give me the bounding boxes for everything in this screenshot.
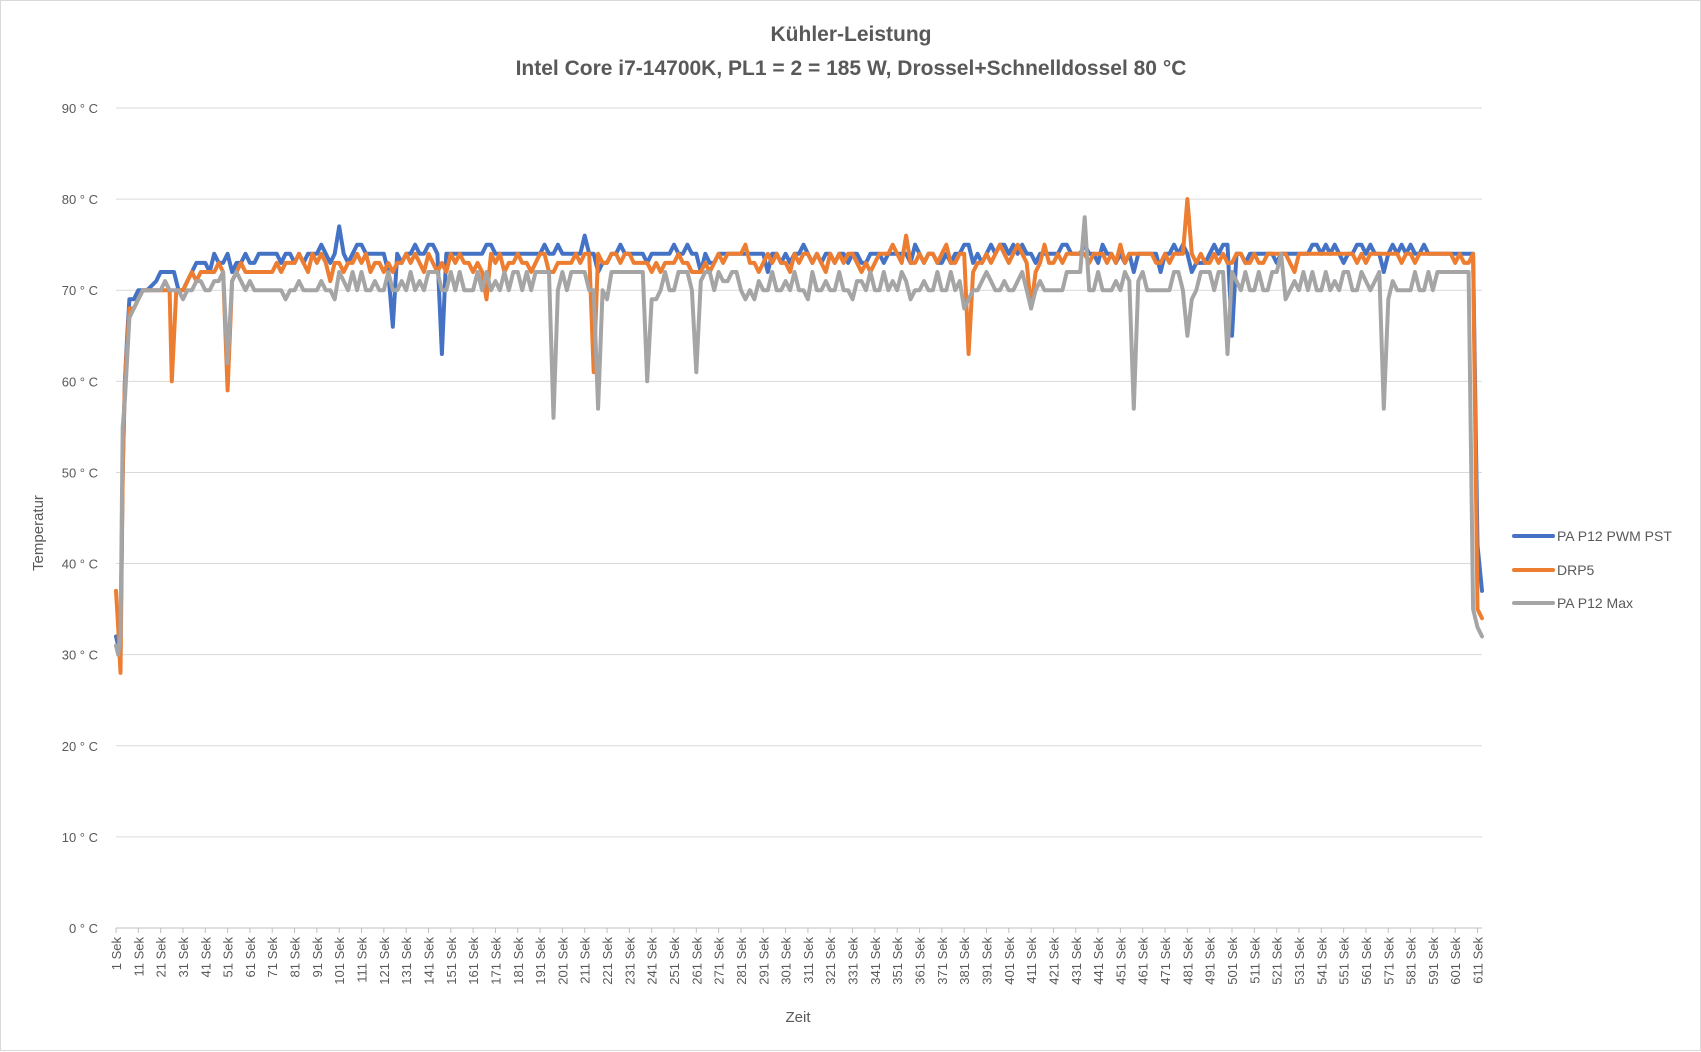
x-tick-label: 351 Sek <box>890 937 905 985</box>
x-tick-label: 21 Sek <box>154 937 169 978</box>
x-tick-label: 421 Sek <box>1046 937 1061 985</box>
x-tick-label: 1 Sek <box>109 937 124 971</box>
x-tick-label: 481 Sek <box>1180 937 1195 985</box>
series-line-3 <box>114 215 1484 657</box>
x-tick-label: 41 Sek <box>198 937 213 978</box>
x-tick-label: 491 Sek <box>1203 937 1218 985</box>
x-tick-label: 551 Sek <box>1337 937 1352 985</box>
x-tick-label: 451 Sek <box>1113 937 1128 985</box>
series-line-2 <box>114 197 1484 675</box>
y-tick-label: 80 ° C <box>62 192 98 207</box>
x-tick-label: 411 Sek <box>1024 937 1039 984</box>
x-tick-label: 121 Sek <box>377 937 392 985</box>
x-tick-label: 441 Sek <box>1091 937 1106 985</box>
y-tick-label: 60 ° C <box>62 374 98 389</box>
x-tick-label: 111 Sek <box>355 937 370 983</box>
x-tick-label: 311 Sek <box>801 937 816 984</box>
x-tick-label: 281 Sek <box>734 937 749 985</box>
x-tick-label: 361 Sek <box>913 937 928 985</box>
x-tick-label: 541 Sek <box>1314 937 1329 985</box>
x-tick-label: 341 Sek <box>868 937 883 985</box>
x-tick-label: 251 Sek <box>667 937 682 985</box>
x-tick-label: 581 Sek <box>1404 937 1419 985</box>
x-tick-label: 171 Sek <box>488 937 503 985</box>
x-tick-label: 371 Sek <box>935 937 950 985</box>
x-tick-label: 201 Sek <box>555 937 570 985</box>
y-tick-label: 20 ° C <box>62 739 98 754</box>
legend: PA P12 PWM PST DRP5 PA P12 Max <box>1512 528 1672 611</box>
x-tick-label: 101 Sek <box>332 937 347 985</box>
gridlines <box>116 107 1482 929</box>
x-tick-label: 11 Sek <box>131 937 146 977</box>
chart-subtitle: Intel Core i7-14700K, PL1 = 2 = 185 W, D… <box>516 57 1187 80</box>
y-axis-title: Temperatur <box>30 495 47 571</box>
x-tick-label: 471 Sek <box>1158 937 1173 985</box>
x-tick-label: 401 Sek <box>1002 937 1017 985</box>
x-tick-label: 241 Sek <box>645 937 660 985</box>
x-tick-label: 571 Sek <box>1381 937 1396 985</box>
y-tick-label: 10 ° C <box>62 830 98 845</box>
y-tick-label: 70 ° C <box>62 283 98 298</box>
legend-label: PA P12 PWM PST <box>1557 528 1672 544</box>
x-tick-label: 31 Sek <box>176 937 191 978</box>
x-tick-label: 291 Sek <box>756 937 771 985</box>
x-tick-label: 381 Sek <box>957 937 972 985</box>
x-tick-label: 231 Sek <box>622 937 637 985</box>
x-tick-label: 431 Sek <box>1069 937 1084 985</box>
y-tick-label: 40 ° C <box>62 557 98 572</box>
x-tick-label: 261 Sek <box>689 937 704 985</box>
chart-title-group: Kühler-Leistung Intel Core i7-14700K, PL… <box>516 23 1187 80</box>
legend-label: DRP5 <box>1557 562 1595 578</box>
x-tick-label: 591 Sek <box>1426 937 1441 985</box>
x-tick-label: 131 Sek <box>399 937 414 985</box>
x-tick-label: 301 Sek <box>779 937 794 985</box>
x-tick-label: 521 Sek <box>1270 937 1285 985</box>
x-tick-label: 81 Sek <box>288 937 303 978</box>
x-tick-label: 71 Sek <box>265 937 280 978</box>
series-lines <box>114 197 1484 675</box>
x-tick-label: 191 Sek <box>533 937 548 985</box>
x-tick-label: 61 Sek <box>243 937 258 978</box>
y-tick-label: 0 ° C <box>69 921 98 936</box>
x-axis: 1 Sek 11 Sek 21 Sek 31 Sek 41 Sek 51 Sek 61 Se… <box>109 928 1486 985</box>
y-tick-label: 50 ° C <box>62 465 98 480</box>
x-tick-label: 91 Sek <box>310 937 325 978</box>
x-tick-label: 531 Sek <box>1292 937 1307 985</box>
x-tick-label: 611 Sek <box>1471 937 1486 984</box>
y-tick-label: 90 ° C <box>62 101 98 116</box>
chart-title: Kühler-Leistung <box>771 23 932 46</box>
x-tick-label: 601 Sek <box>1448 937 1463 985</box>
x-tick-label: 141 Sek <box>421 937 436 985</box>
x-tick-label: 461 Sek <box>1136 937 1151 985</box>
x-tick-label: 271 Sek <box>712 937 727 985</box>
x-tick-label: 501 Sek <box>1225 937 1240 985</box>
x-tick-label: 211 Sek <box>578 937 593 984</box>
y-axis: 0 ° C 10 ° C 20 ° C 30 ° C 40 ° C 50 ° C 60 ° … <box>62 101 98 936</box>
x-tick-label: 331 Sek <box>846 937 861 985</box>
x-tick-label: 511 Sek <box>1247 937 1262 984</box>
x-tick-label: 561 Sek <box>1359 937 1374 985</box>
x-tick-label: 321 Sek <box>823 937 838 985</box>
x-tick-label: 391 Sek <box>979 937 994 985</box>
y-tick-label: 30 ° C <box>62 648 98 663</box>
x-tick-label: 181 Sek <box>511 937 526 985</box>
x-tick-label: 51 Sek <box>221 937 236 978</box>
legend-label: PA P12 Max <box>1557 595 1633 611</box>
x-tick-label: 221 Sek <box>600 937 615 985</box>
x-tick-label: 161 Sek <box>466 937 481 985</box>
x-tick-label: 151 Sek <box>444 937 459 985</box>
x-axis-title: Zeit <box>785 1009 811 1026</box>
